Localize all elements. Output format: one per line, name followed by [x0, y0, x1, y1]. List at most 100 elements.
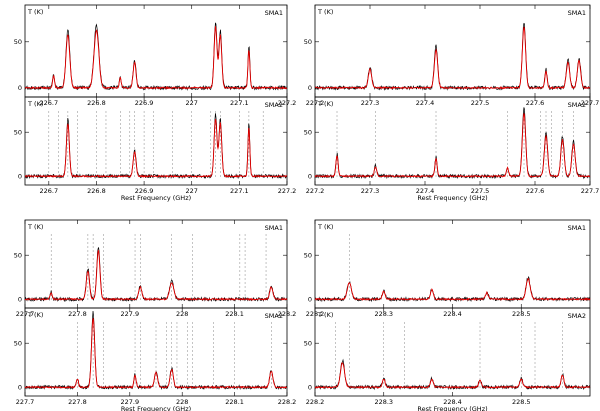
- spectrum-observed: [314, 22, 591, 91]
- panel-source-tag: SMA2: [265, 101, 283, 109]
- x-tick-label: 227.9: [120, 398, 139, 406]
- y-tick-label: 0: [308, 172, 312, 180]
- x-tick-label: 228.5: [512, 310, 531, 318]
- x-axis-label: Rest Frequency (GHz): [121, 405, 191, 411]
- x-tick-label: 228.2: [278, 398, 297, 406]
- spectrum-model: [314, 113, 591, 178]
- x-tick-label: 227.6: [526, 187, 545, 195]
- x-tick-label: 228.4: [443, 398, 462, 406]
- y-axis-label: T (K): [317, 8, 333, 16]
- y-tick-label: 0: [308, 383, 312, 391]
- x-tick-label: 227: [186, 187, 198, 195]
- y-tick-label: 50: [304, 128, 312, 136]
- panel-2: 0 50 226.7 226.8 226.9 227 227.1 227.2 T (K) Rest…: [14, 96, 297, 202]
- x-tick-label: 226.9: [135, 99, 154, 107]
- y-tick-label: 50: [14, 339, 22, 347]
- x-tick-label: 228: [176, 310, 188, 318]
- y-tick-label: 50: [14, 128, 22, 136]
- x-tick-label: 227.9: [120, 310, 139, 318]
- spectrum-observed: [314, 358, 591, 391]
- panel-frame: [314, 4, 591, 98]
- panel-source-tag: SMA2: [568, 101, 586, 109]
- x-axis-label: Rest Frequency (GHz): [417, 194, 487, 202]
- x-axis-label: Rest Frequency (GHz): [417, 405, 487, 411]
- spectrum-model: [314, 362, 591, 389]
- y-axis-label: T (K): [27, 311, 43, 319]
- panel-source-tag: SMA1: [265, 9, 283, 17]
- x-tick-label: 227.7: [16, 398, 35, 406]
- y-tick-label: 50: [304, 38, 312, 46]
- y-tick-label: 0: [18, 295, 22, 303]
- y-tick-label: 0: [18, 383, 22, 391]
- panel-frame: [24, 96, 288, 186]
- x-tick-label: 227.5: [471, 187, 490, 195]
- x-tick-label: 226.9: [135, 187, 154, 195]
- panel-frame: [24, 219, 288, 309]
- x-tick-label: 227.3: [361, 99, 380, 107]
- panel-4: 0 50 227.2 227.3 227.4 227.5 227.6 227.7 T (K) Re…: [304, 96, 600, 202]
- y-tick-label: 0: [18, 172, 22, 180]
- x-tick-label: 227.4: [416, 99, 435, 107]
- panel-6: 0 50 227.7 227.8 227.9 228 228.1 228.2 T (K) Rest…: [14, 307, 297, 411]
- spectrum-model: [24, 318, 288, 389]
- y-axis-label: T (K): [317, 100, 333, 108]
- x-axis-label: Rest Frequency (GHz): [121, 194, 191, 202]
- y-axis-label: T (K): [317, 311, 333, 319]
- x-tick-label: 228.4: [443, 310, 462, 318]
- x-tick-label: 226.8: [87, 187, 106, 195]
- x-tick-label: 226.7: [40, 99, 59, 107]
- y-tick-label: 50: [304, 251, 312, 259]
- x-tick-label: 227.8: [68, 398, 87, 406]
- panel-source-tag: SMA1: [568, 224, 586, 232]
- spectrum-model: [24, 26, 288, 90]
- x-tick-label: 227: [186, 99, 198, 107]
- spectrum-model: [314, 277, 591, 301]
- x-tick-label: 227.1: [230, 99, 249, 107]
- x-tick-label: 228.1: [225, 398, 244, 406]
- y-axis-label: T (K): [27, 100, 43, 108]
- x-tick-label: 227.2: [306, 187, 325, 195]
- panel-frame: [24, 307, 288, 397]
- spectrum-model: [314, 26, 591, 90]
- panel-source-tag: SMA1: [568, 9, 586, 17]
- x-tick-label: 228.2: [306, 398, 325, 406]
- y-axis-label: T (K): [317, 223, 333, 231]
- x-tick-label: 228.3: [374, 310, 393, 318]
- y-axis-label: T (K): [27, 8, 43, 16]
- x-tick-label: 227.2: [278, 187, 297, 195]
- panel-frame: [314, 219, 591, 309]
- x-tick-label: 228: [176, 398, 188, 406]
- spectrum-model: [24, 119, 288, 178]
- x-tick-label: 227.4: [416, 187, 435, 195]
- x-tick-label: 227.8: [68, 310, 87, 318]
- y-tick-label: 0: [18, 84, 22, 92]
- panel-frame: [314, 96, 591, 186]
- y-tick-label: 50: [14, 251, 22, 259]
- x-tick-label: 226.8: [87, 99, 106, 107]
- x-tick-label: 227.5: [471, 99, 490, 107]
- x-tick-label: 227.1: [230, 187, 249, 195]
- x-tick-label: 227.6: [526, 99, 545, 107]
- y-tick-label: 0: [308, 84, 312, 92]
- spectrum-observed: [24, 22, 288, 91]
- panel-source-tag: SMA2: [265, 312, 283, 320]
- y-tick-label: 50: [14, 38, 22, 46]
- x-tick-label: 227.7: [581, 187, 600, 195]
- spectrum-observed: [314, 275, 591, 303]
- x-tick-label: 228.5: [512, 398, 531, 406]
- panel-frame: [314, 307, 591, 397]
- spectrum-model: [24, 249, 288, 301]
- x-tick-label: 228.1: [225, 310, 244, 318]
- panel-source-tag: SMA2: [568, 312, 586, 320]
- spectrum-observed: [24, 247, 288, 303]
- panel-8: 0 50 228.2 228.3 228.4 228.5 T (K) Rest Frequen…: [304, 307, 591, 411]
- panel-source-tag: SMA1: [265, 224, 283, 232]
- y-tick-label: 0: [308, 295, 312, 303]
- x-tick-label: 228.3: [374, 398, 393, 406]
- x-tick-label: 226.7: [40, 187, 59, 195]
